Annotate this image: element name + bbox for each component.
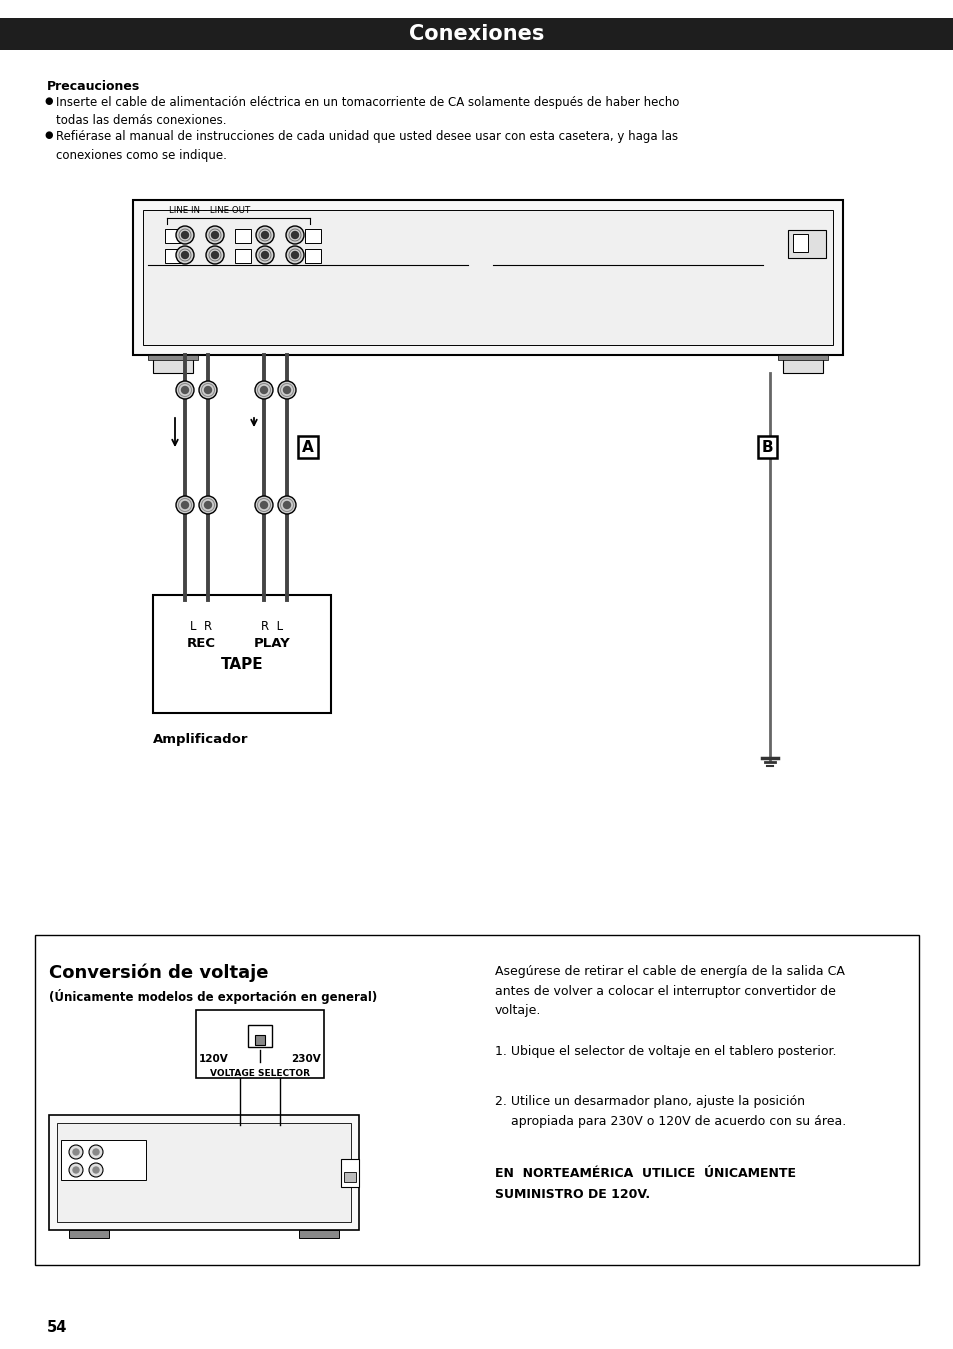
Circle shape	[286, 246, 304, 264]
Bar	[143, 210, 832, 345]
Circle shape	[181, 232, 189, 239]
Circle shape	[206, 227, 224, 244]
Circle shape	[283, 502, 291, 509]
Circle shape	[199, 496, 216, 514]
Bar	[35, 935, 918, 1265]
Bar	[69, 1230, 109, 1238]
Bar	[340, 1159, 358, 1187]
Bar	[165, 250, 181, 263]
Circle shape	[69, 1145, 83, 1159]
Text: Asegúrese de retirar el cable de energía de la salida CA
antes de volver a coloc: Asegúrese de retirar el cable de energía…	[495, 965, 844, 1017]
Text: A: A	[302, 440, 314, 455]
Text: ●: ●	[44, 130, 52, 140]
Bar	[792, 233, 807, 252]
Bar	[778, 355, 827, 360]
Circle shape	[89, 1145, 103, 1159]
Text: L  R: L R	[190, 621, 212, 633]
Bar	[305, 229, 320, 243]
Circle shape	[89, 1163, 103, 1176]
Circle shape	[261, 251, 268, 259]
Bar	[782, 355, 822, 374]
Circle shape	[292, 232, 298, 239]
Bar	[132, 200, 842, 355]
Circle shape	[277, 380, 295, 399]
Circle shape	[175, 496, 193, 514]
Circle shape	[92, 1167, 99, 1174]
Bar	[49, 1116, 358, 1230]
Bar	[57, 1122, 351, 1222]
Bar	[234, 250, 251, 263]
Bar	[195, 1010, 324, 1078]
Circle shape	[92, 1149, 99, 1155]
Text: Refiérase al manual de instrucciones de cada unidad que usted desee usar con est: Refiérase al manual de instrucciones de …	[56, 130, 678, 162]
Text: (Únicamente modelos de exportación en general): (Únicamente modelos de exportación en ge…	[49, 989, 376, 1004]
Circle shape	[254, 380, 273, 399]
Bar	[298, 1230, 338, 1238]
Circle shape	[199, 380, 216, 399]
Circle shape	[181, 502, 189, 509]
Circle shape	[181, 387, 189, 394]
Circle shape	[212, 232, 218, 239]
Bar	[248, 1025, 272, 1047]
Circle shape	[277, 496, 295, 514]
Bar	[234, 229, 251, 243]
Text: Inserte el cable de alimentación eléctrica en un tomacorriente de CA solamente d: Inserte el cable de alimentación eléctri…	[56, 96, 679, 128]
Circle shape	[212, 251, 218, 259]
Text: ●: ●	[44, 96, 52, 107]
Circle shape	[206, 246, 224, 264]
Circle shape	[260, 387, 267, 394]
Circle shape	[73, 1149, 79, 1155]
Text: 54: 54	[47, 1321, 68, 1336]
Circle shape	[260, 502, 267, 509]
Bar	[305, 250, 320, 263]
Circle shape	[175, 246, 193, 264]
Circle shape	[204, 387, 212, 394]
Circle shape	[286, 227, 304, 244]
Circle shape	[204, 502, 212, 509]
Circle shape	[255, 227, 274, 244]
Text: TAPE: TAPE	[220, 657, 263, 672]
Bar	[61, 1140, 146, 1180]
Text: R  L: R L	[261, 621, 283, 633]
Text: 2. Utilice un desarmador plano, ajuste la posición
    apropiada para 230V o 120: 2. Utilice un desarmador plano, ajuste l…	[495, 1095, 845, 1128]
Text: VOLTAGE SELECTOR: VOLTAGE SELECTOR	[210, 1068, 310, 1078]
Circle shape	[175, 380, 193, 399]
Bar	[148, 355, 198, 360]
Circle shape	[181, 251, 189, 259]
Text: REC: REC	[187, 637, 215, 650]
Text: Conexiones: Conexiones	[409, 24, 544, 45]
Text: Precauciones: Precauciones	[47, 80, 140, 93]
Circle shape	[255, 246, 274, 264]
Circle shape	[73, 1167, 79, 1174]
Text: 230V: 230V	[291, 1054, 320, 1064]
Bar	[152, 355, 193, 374]
Bar	[152, 595, 331, 714]
Text: Amplificador: Amplificador	[152, 733, 248, 746]
Text: 120V: 120V	[199, 1054, 229, 1064]
Circle shape	[292, 251, 298, 259]
Bar	[787, 229, 825, 258]
Circle shape	[261, 232, 268, 239]
Text: 1. Ubique el selector de voltaje en el tablero posterior.: 1. Ubique el selector de voltaje en el t…	[495, 1045, 836, 1058]
Circle shape	[69, 1163, 83, 1176]
Circle shape	[283, 387, 291, 394]
Bar	[254, 1035, 265, 1045]
Circle shape	[254, 496, 273, 514]
Bar	[165, 229, 181, 243]
Text: PLAY: PLAY	[253, 637, 291, 650]
Text: B: B	[761, 440, 773, 455]
Text: Conversión de voltaje: Conversión de voltaje	[49, 963, 268, 982]
Bar	[0, 18, 953, 50]
Circle shape	[175, 227, 193, 244]
Text: LINE IN – LINE OUT: LINE IN – LINE OUT	[169, 206, 250, 214]
Bar	[344, 1172, 355, 1182]
Text: EN  NORTEAMÉRICA  UTILICE  ÚNICAMENTE
SUMINISTRO DE 120V.: EN NORTEAMÉRICA UTILICE ÚNICAMENTE SUMIN…	[495, 1167, 795, 1201]
